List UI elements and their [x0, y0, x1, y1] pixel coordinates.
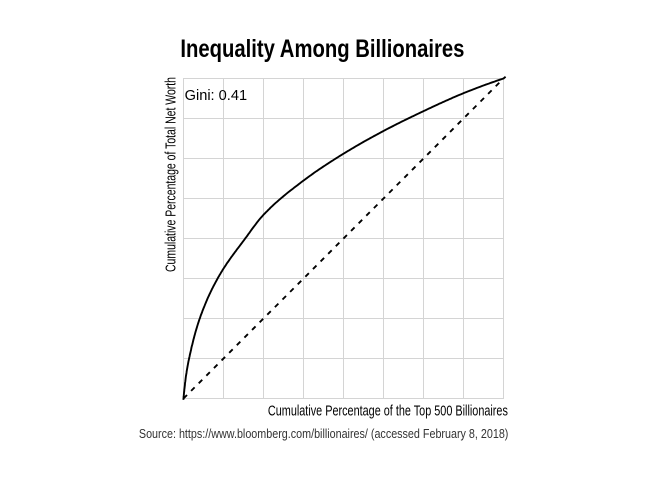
svg-text:Cumulative Percentage of the T: Cumulative Percentage of the Top 500 Bil…: [268, 402, 508, 419]
svg-text:Gini: 0.41: Gini: 0.41: [185, 87, 248, 104]
svg-text:Inequality Among Billionaires: Inequality Among Billionaires: [180, 35, 464, 63]
svg-text:Source: https://www.bloomberg.: Source: https://www.bloomberg.com/billio…: [139, 426, 509, 441]
svg-text:Cumulative Percentage of Total: Cumulative Percentage of Total Net Worth: [163, 77, 179, 272]
